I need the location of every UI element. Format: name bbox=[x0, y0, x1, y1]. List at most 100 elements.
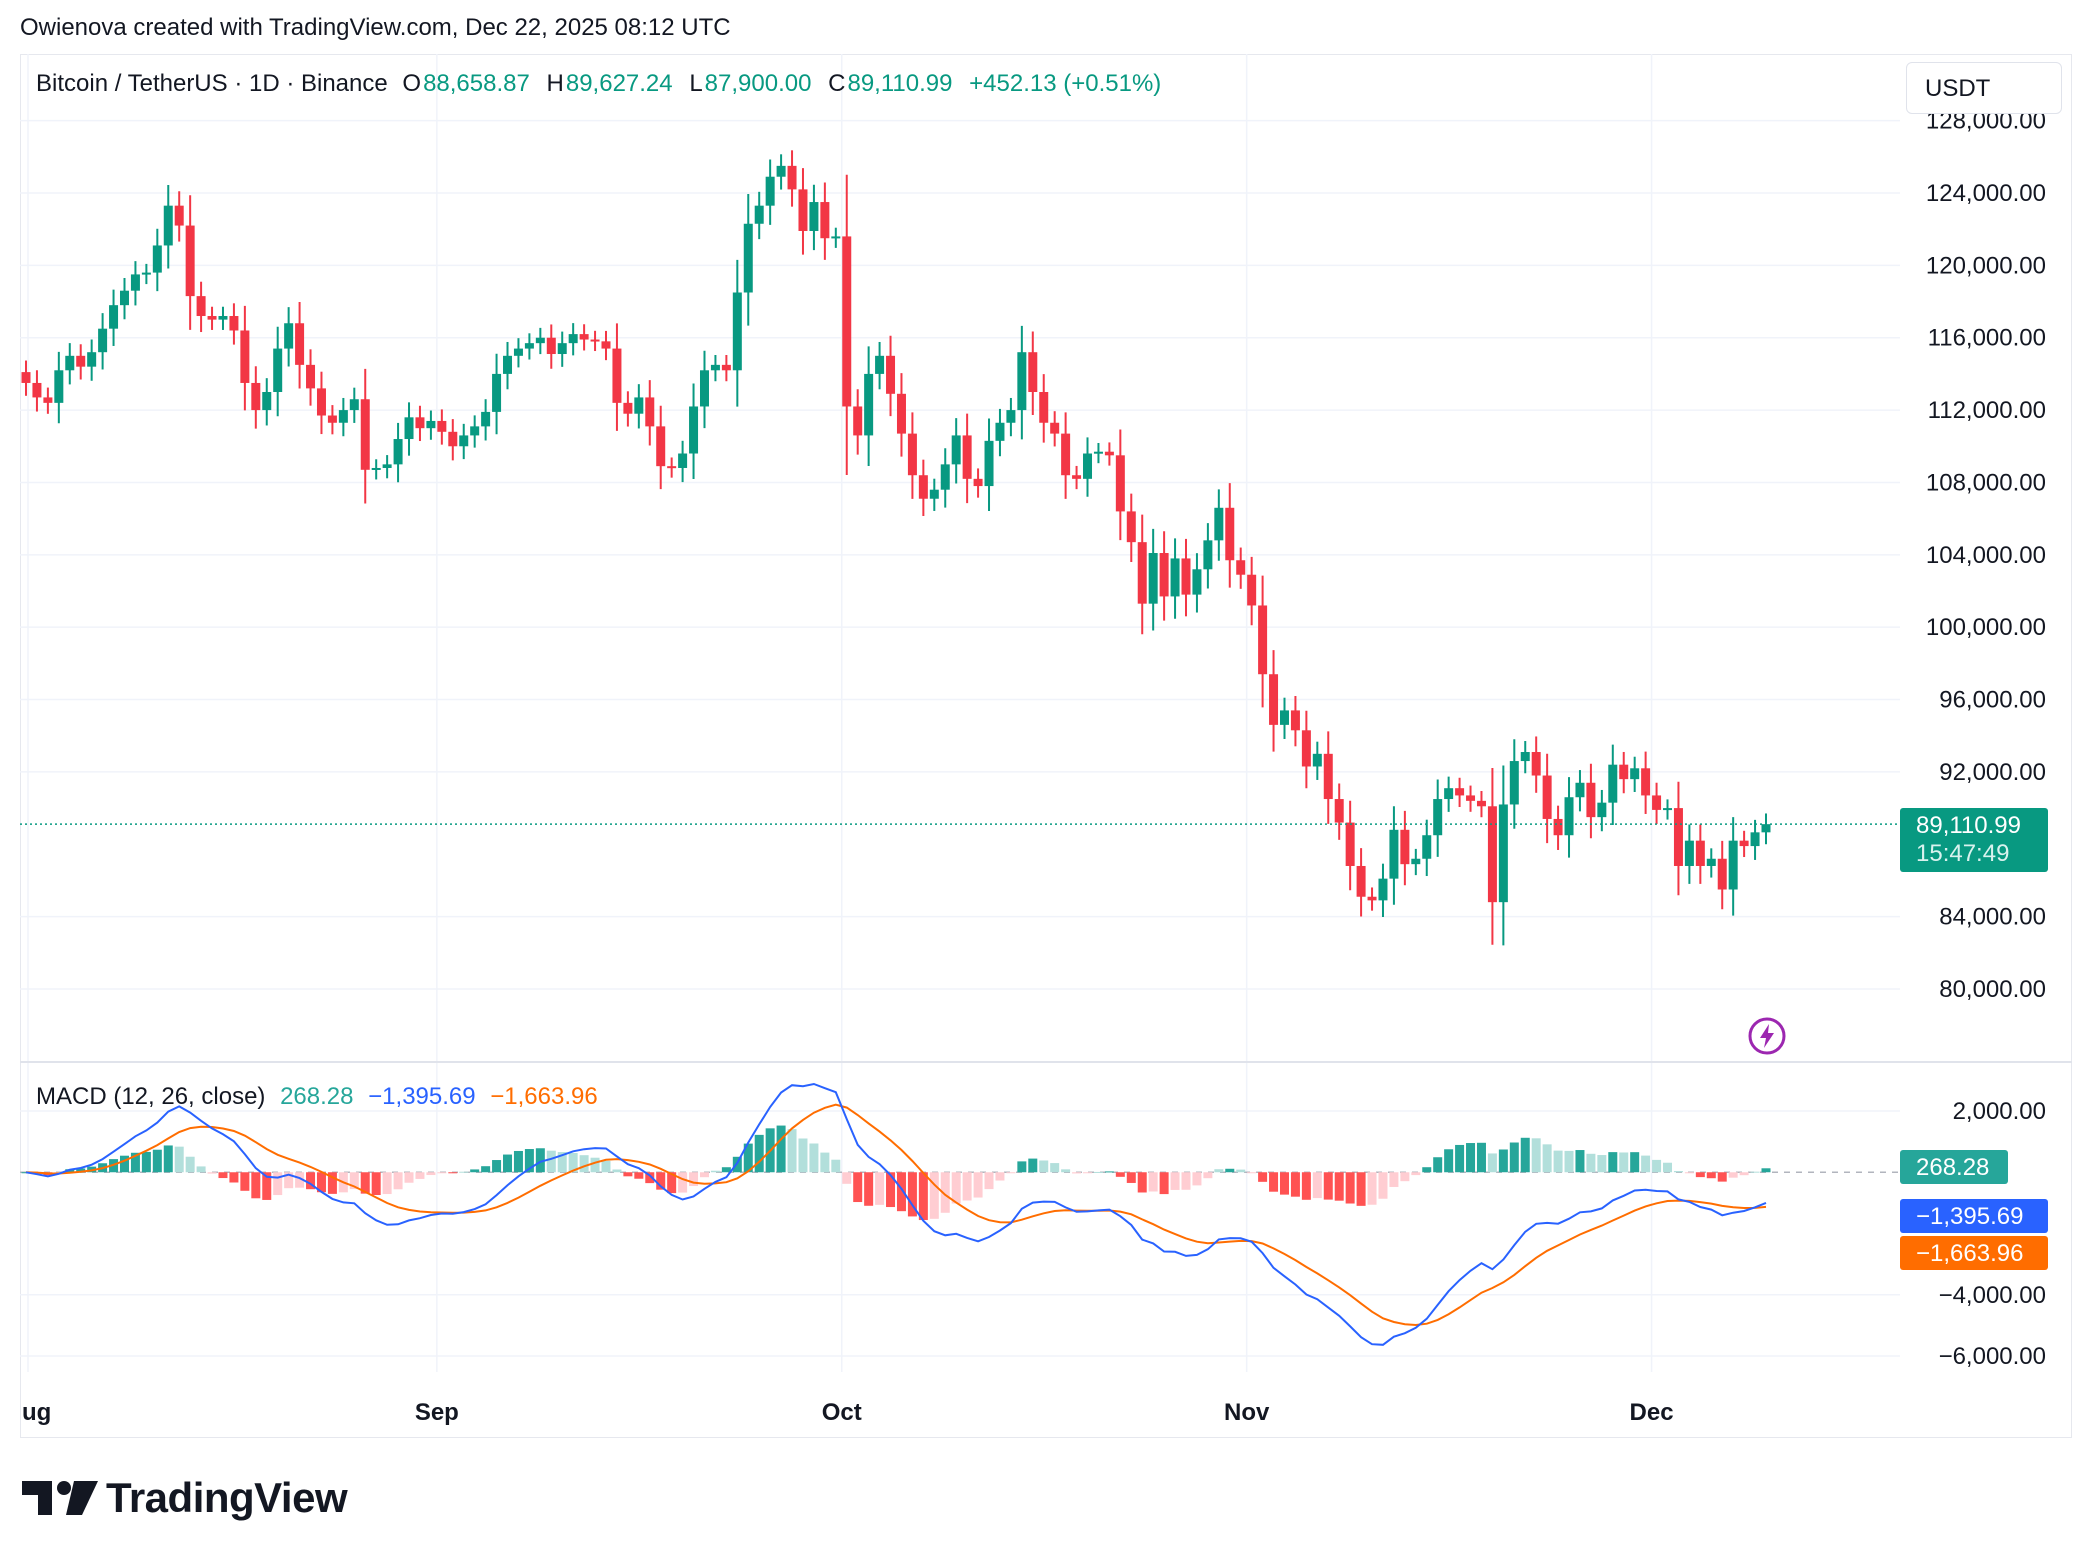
macd-histogram-bar bbox=[1345, 1172, 1355, 1204]
candle-body bbox=[798, 189, 808, 231]
candle-body bbox=[524, 343, 534, 349]
candle-body bbox=[1126, 511, 1136, 543]
macd-hist-value: 268.28 bbox=[280, 1083, 354, 1110]
close-label: C bbox=[828, 70, 846, 97]
candle-body bbox=[1476, 800, 1486, 807]
candle-body bbox=[32, 382, 42, 398]
macd-histogram-bar bbox=[119, 1155, 129, 1173]
last-price-value: 89,110.99 bbox=[1916, 812, 2021, 839]
macd-tick-label: −4,000.00 bbox=[1939, 1282, 2046, 1309]
macd-histogram-bar bbox=[1509, 1142, 1519, 1173]
macd-histogram-bar bbox=[382, 1172, 392, 1195]
tradingview-logo-icon bbox=[22, 1481, 98, 1515]
macd-histogram-bar bbox=[929, 1172, 939, 1219]
macd-histogram-bar bbox=[710, 1170, 720, 1173]
candle-body bbox=[1148, 553, 1158, 604]
candle-body bbox=[1684, 840, 1694, 866]
macd-histogram-bar bbox=[1378, 1172, 1388, 1199]
candle-body bbox=[645, 397, 655, 427]
macd-histogram-bar bbox=[1597, 1155, 1607, 1173]
price-tick-label: 124,000.00 bbox=[1926, 180, 2046, 207]
macd-histogram-bar bbox=[1520, 1137, 1530, 1173]
macd-histogram-bar bbox=[1389, 1172, 1399, 1187]
candle-body bbox=[1630, 768, 1640, 780]
macd-histogram-bar bbox=[262, 1172, 272, 1200]
candle-body bbox=[984, 440, 994, 487]
candle-body bbox=[437, 420, 447, 432]
currency-selector[interactable]: USDT bbox=[1906, 62, 2062, 114]
candle-body bbox=[1597, 802, 1607, 818]
macd-histogram-bar bbox=[1433, 1157, 1443, 1173]
axes: 80,000.00 84,000.00 92,000.00 96,000.00 100,… bbox=[20, 108, 2072, 1426]
candle-body bbox=[1247, 574, 1257, 606]
macd-histogram-bar bbox=[667, 1172, 677, 1194]
macd-histogram-bar bbox=[1301, 1172, 1311, 1200]
brand-name: TradingView bbox=[106, 1474, 348, 1521]
macd-indicator-name[interactable]: MACD (12, 26, close) bbox=[36, 1083, 266, 1110]
macd-line bbox=[25, 1082, 1767, 1346]
bar-countdown: 15:47:49 bbox=[1916, 840, 2010, 867]
x-tick-label: Oct bbox=[822, 1399, 862, 1426]
macd-histogram-bar bbox=[306, 1172, 316, 1190]
macd-histogram-bar bbox=[1279, 1172, 1289, 1195]
candle-body bbox=[1214, 507, 1224, 541]
candle-body bbox=[98, 328, 108, 353]
candle-body bbox=[1083, 453, 1093, 479]
macd-histogram-bar bbox=[492, 1160, 502, 1173]
candle-body bbox=[1181, 558, 1191, 595]
candle-body bbox=[1039, 392, 1049, 423]
price-tick-label: 108,000.00 bbox=[1926, 469, 2046, 496]
lightning-icon[interactable] bbox=[1748, 1017, 1786, 1055]
macd-histogram-bar bbox=[875, 1172, 885, 1205]
candle-body bbox=[929, 489, 939, 499]
candle-body bbox=[667, 466, 677, 469]
symbol-name[interactable]: Bitcoin / TetherUS · 1D · Binance bbox=[36, 70, 388, 97]
candle-body bbox=[371, 467, 381, 470]
candle-body bbox=[1093, 451, 1103, 454]
macd-histogram-bar bbox=[1072, 1172, 1082, 1174]
macd-line-tag: −1,395.69 bbox=[1900, 1199, 2048, 1233]
candle-body bbox=[787, 165, 797, 190]
macd-histogram-bar bbox=[1083, 1172, 1093, 1174]
macd-histogram-bar bbox=[1422, 1167, 1432, 1173]
macd-histogram-bar bbox=[1476, 1142, 1486, 1173]
macd-histogram-bar bbox=[1115, 1172, 1125, 1177]
candle-body bbox=[721, 364, 731, 371]
macd-histogram-bar bbox=[76, 1168, 86, 1173]
macd-histogram-bar bbox=[579, 1155, 589, 1173]
macd-histogram-bar bbox=[1028, 1158, 1038, 1173]
macd-histogram-bar bbox=[459, 1171, 469, 1173]
candle-body bbox=[1345, 822, 1355, 866]
macd-histogram-bar bbox=[623, 1172, 633, 1177]
candle-body bbox=[1192, 569, 1202, 595]
candle-body bbox=[864, 373, 874, 436]
macd-histogram-bar bbox=[393, 1172, 403, 1190]
candle-body bbox=[426, 420, 436, 429]
candle-body bbox=[207, 316, 217, 320]
candle-body bbox=[470, 426, 480, 436]
macd-histogram-bar bbox=[481, 1166, 491, 1173]
macd-histogram-bar bbox=[831, 1159, 841, 1173]
macd-histogram-bar bbox=[798, 1138, 808, 1173]
candle-body bbox=[546, 337, 556, 355]
candle-body bbox=[995, 422, 1005, 441]
candle-body bbox=[1072, 475, 1082, 479]
candle-body bbox=[1761, 824, 1771, 833]
macd-histogram-bar bbox=[349, 1172, 359, 1190]
macd-histogram-bar bbox=[1181, 1172, 1191, 1190]
macd-histogram-bar bbox=[1258, 1172, 1268, 1182]
macd-histogram-bar bbox=[1641, 1155, 1651, 1173]
candle-body bbox=[382, 464, 392, 468]
chart-credit: Owienova created with TradingView.com, D… bbox=[20, 14, 731, 41]
macd-histogram-bar bbox=[152, 1149, 162, 1173]
macd-histogram-bar bbox=[513, 1150, 523, 1173]
macd-histogram-bar bbox=[1444, 1149, 1454, 1173]
macd-histogram-bar bbox=[327, 1172, 337, 1194]
macd-histogram-bar bbox=[1630, 1152, 1640, 1173]
price-tick-label: 96,000.00 bbox=[1939, 687, 2046, 714]
macd-histogram-bar bbox=[1159, 1172, 1169, 1195]
tradingview-logo[interactable]: TradingView bbox=[22, 1474, 348, 1522]
candle-body bbox=[1389, 829, 1399, 879]
high-value: 89,627.24 bbox=[565, 70, 673, 97]
